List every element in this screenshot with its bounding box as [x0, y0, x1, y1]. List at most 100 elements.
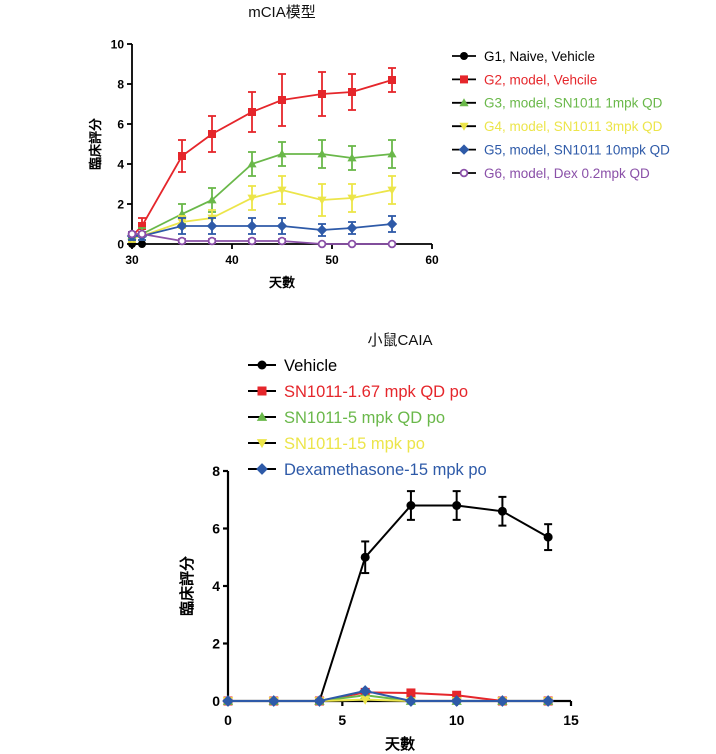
- chart1-data-point: [347, 153, 357, 162]
- chart2-data-point: [406, 501, 416, 510]
- chart1-series-2: [128, 67, 396, 241]
- chart2-legend-item: Dexamethasone-15 mpk po: [248, 461, 487, 479]
- chart1-data-point: [248, 108, 256, 116]
- chart1-data-point: [277, 186, 287, 195]
- chart1-data-point: [387, 149, 397, 158]
- chart2-data-point: [542, 695, 554, 707]
- chart1-legend-label: G3, model, SN1011 1mpk QD: [484, 96, 663, 111]
- chart2-title: 小鼠CAIA: [367, 332, 432, 349]
- chart2-y-tick-label: 0: [212, 693, 220, 709]
- chart1-series-3: [127, 139, 397, 241]
- chart1-data-point: [207, 236, 217, 246]
- chart2-y-tick-label: 8: [212, 463, 220, 479]
- chart2-ylabel: 臨床評分: [178, 556, 196, 616]
- chart2-legend-label: SN1011-1.67 mpk QD po: [284, 383, 468, 401]
- chart2-data-point: [543, 532, 553, 542]
- chart1-data-point: [277, 149, 287, 158]
- chart1-data-point: [277, 236, 287, 246]
- chart1-y-tick-label: 10: [111, 37, 125, 51]
- chart1-x-tick-label: 60: [425, 253, 439, 267]
- chart1-data-point: [388, 76, 396, 84]
- chart1-legend-marker: [460, 52, 468, 60]
- chart1-x-tick-label: 50: [325, 253, 339, 267]
- chart1-legend-item: G2, model, Vehcile: [452, 72, 597, 87]
- chart1-data-point: [138, 222, 146, 230]
- chart2-legend-label: Dexamethasone-15 mpk po: [284, 461, 487, 479]
- chart2-data-point: [497, 506, 507, 516]
- chart1-data-point: [386, 218, 398, 230]
- chart1-data-point: [346, 222, 358, 234]
- chart1-data-point: [246, 220, 258, 232]
- chart2-data-point: [452, 501, 462, 510]
- chart2-legend-marker: [257, 386, 267, 396]
- chart1-y-tick-label: 8: [117, 77, 124, 91]
- chart1-data-point: [317, 196, 327, 205]
- chart2-y-tick-label: 6: [212, 521, 220, 537]
- chart1-data-point: [127, 229, 137, 239]
- chart2-data-point: [496, 695, 509, 707]
- chart2-legend-label: SN1011-15 mpk po: [284, 435, 425, 453]
- chart2-legend: Vehicle SN1011-1.67 mpk QD po SN1011-5 mpk…: [248, 357, 487, 479]
- chart2-legend-marker: [256, 411, 268, 421]
- chart1-xlabel: 天數: [269, 275, 295, 290]
- chart2-series-5: [222, 685, 554, 707]
- chart2-y-tick-label: 4: [212, 578, 220, 594]
- chart2-data-point: [360, 695, 371, 705]
- chart1-data-point: [278, 96, 286, 104]
- chart2-legend-label: SN1011-5 mpk QD po: [284, 409, 445, 427]
- chart2-legend-label: Vehicle: [284, 357, 337, 375]
- chart2-data-point: [313, 695, 326, 707]
- chart1-legend-marker: [459, 98, 469, 107]
- chart1-legend-label: G1, Naive, Vehicle: [484, 49, 595, 64]
- chart1-data-point: [178, 152, 186, 160]
- chart1-data-point: [317, 239, 327, 249]
- chart2-data-point: [222, 695, 234, 707]
- chart2-legend-item: SN1011-15 mpk po: [248, 435, 425, 453]
- chart1-y-tick-label: 4: [117, 157, 124, 171]
- chart1-y-tick-label: 6: [117, 117, 124, 131]
- mcia-chart: mCIA模型 天數 臨床評分 30 40 50 60 0 2 4 6 8 10 G1, Naive…: [88, 4, 670, 290]
- chart1-data-point: [318, 90, 326, 98]
- chart1-legend-item: G5, model, SN1011 10mpk QD: [452, 142, 670, 157]
- chart1-legend-label: G2, model, Vehcile: [484, 72, 597, 87]
- chart2-axes: 0 5 10 15 0 2 4 6 8: [212, 463, 579, 728]
- chart1-data-point: [276, 220, 288, 232]
- chart2-x-tick-label: 5: [338, 712, 346, 728]
- chart2-data-point: [360, 552, 370, 562]
- chart2-x-tick-label: 0: [224, 712, 232, 728]
- chart2-legend-item: SN1011-5 mpk QD po: [248, 409, 445, 427]
- chart1-series-4: [127, 175, 397, 243]
- chart2-data-point: [450, 695, 463, 707]
- chart1-data-point: [347, 194, 357, 203]
- chart1-data-point: [247, 236, 257, 246]
- chart1-ylabel: 臨床評分: [88, 118, 103, 170]
- chart1-legend-label: G5, model, SN1011 10mpk QD: [484, 142, 670, 157]
- chart1-legend-marker: [458, 144, 470, 155]
- caia-chart: 小鼠CAIA 天數 臨床評分 0 5 10 15 0 2 4 6 8 Vehicle SN1011…: [178, 332, 579, 753]
- chart1-data-point: [387, 186, 397, 195]
- chart1-legend: G1, Naive, Vehicle G2, model, Vehcile G3, …: [452, 49, 670, 181]
- chart1-data-point: [247, 194, 257, 203]
- chart1-data-point: [348, 88, 356, 96]
- chart1-data-point: [207, 195, 217, 204]
- chart2-series-line: [228, 504, 549, 702]
- chart2-y-tick-label: 2: [212, 636, 220, 652]
- chart2-series-1: [223, 490, 553, 706]
- chart1-legend-item: G1, Naive, Vehicle: [452, 49, 595, 64]
- chart1-data-point: [317, 149, 327, 158]
- chart2-legend-marker: [256, 439, 268, 449]
- chart1-data-point: [137, 229, 147, 239]
- chart1-y-tick-label: 2: [117, 197, 124, 211]
- chart1-legend-item: G6, model, Dex 0.2mpk QD: [452, 166, 650, 181]
- chart2-legend-item: SN1011-1.67 mpk QD po: [248, 383, 468, 401]
- chart1-data-point: [138, 240, 146, 248]
- chart1-data-point: [176, 220, 188, 232]
- chart2-legend-item: Vehicle: [248, 357, 337, 375]
- chart2-series-line: [228, 689, 549, 702]
- chart1-legend-marker: [459, 122, 469, 131]
- chart1-series-6: [127, 229, 397, 249]
- chart1-series: [126, 67, 398, 249]
- chart2-x-tick-label: 10: [449, 712, 465, 728]
- chart1-y-tick-label: 0: [117, 237, 124, 251]
